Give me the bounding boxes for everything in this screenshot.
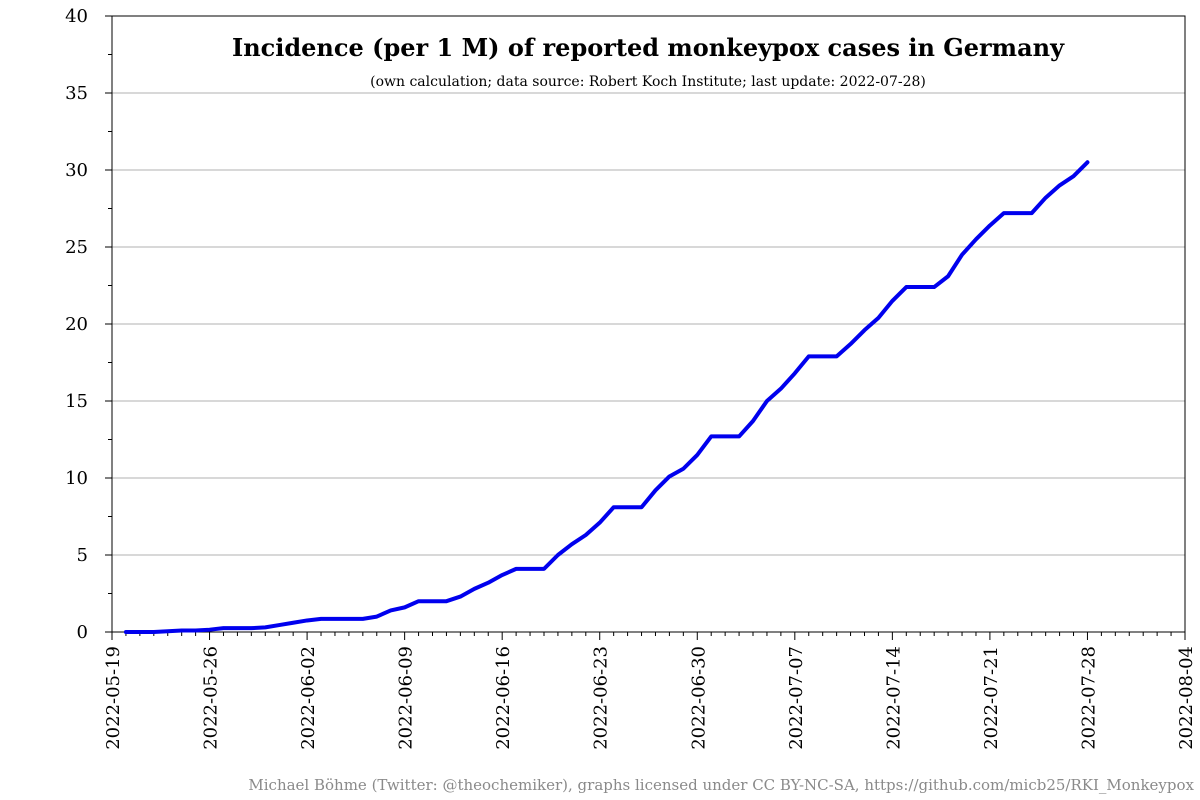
axis-labels: 0 5 10 15 20 25 30 35 40 2022-05-19 2022-05-26 2022… [65, 6, 1197, 750]
tick-label-x: 2022-06-30 [688, 646, 709, 750]
tick-label-y: 15 [65, 391, 88, 412]
series-line-incidence [123, 160, 1090, 634]
tick-label-x: 2022-07-14 [883, 646, 904, 750]
tick-label-x: 2022-07-28 [1078, 646, 1099, 750]
tick-label-x: 2022-06-16 [493, 646, 514, 750]
tick-label-y: 30 [65, 160, 88, 181]
tick-label-y: 25 [65, 237, 88, 258]
chart-subtitle: (own calculation; data source: Robert Ko… [370, 74, 926, 90]
tick-label-y: 5 [77, 545, 88, 566]
chart-title: Incidence (per 1 M) of reported monkeypo… [232, 33, 1065, 62]
tick-label-y: 20 [65, 314, 88, 335]
footer-credit: Michael Böhme (Twitter: @theochemiker), … [248, 776, 1194, 794]
plot-frame [111, 15, 1186, 633]
tick-label-x: 2022-07-07 [786, 646, 807, 750]
tick-label-y: 40 [65, 6, 88, 27]
tick-label-x: 2022-06-23 [591, 646, 612, 750]
tick-label-x: 2022-06-02 [298, 646, 319, 750]
tick-label-x: 2022-05-19 [103, 646, 124, 750]
tick-label-x: 2022-07-21 [981, 646, 1002, 750]
tick-label-x: 2022-08-04 [1176, 646, 1197, 750]
tick-label-y: 35 [65, 83, 88, 104]
tick-label-y: 0 [77, 622, 88, 643]
tick-label-y: 10 [65, 468, 88, 489]
gridlines [112, 92, 1185, 556]
tick-label-x: 2022-06-09 [396, 646, 417, 750]
axis-ticks [105, 15, 1186, 640]
tick-label-x: 2022-05-26 [201, 646, 222, 750]
